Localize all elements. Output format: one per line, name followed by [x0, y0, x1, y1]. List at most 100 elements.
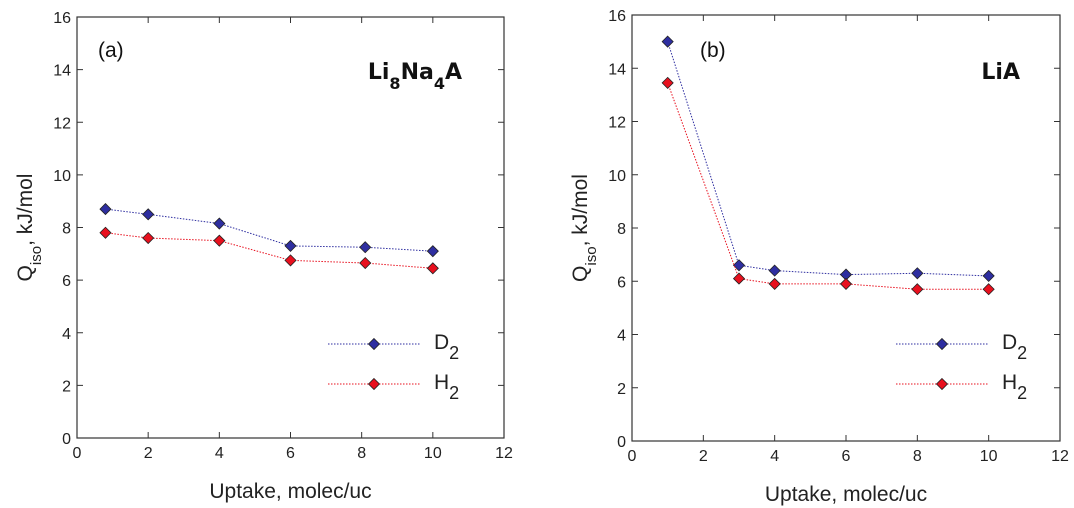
- series-line: [105, 208, 433, 252]
- x-tick-label: 10: [424, 445, 442, 462]
- x-tick-label: 8: [913, 448, 922, 465]
- data-point: [213, 234, 226, 247]
- legend-label: H2: [434, 371, 459, 403]
- data-point: [732, 259, 746, 272]
- y-axis-label: Qiso, kJ/mol: [14, 174, 45, 282]
- chart-title-part: Na: [401, 60, 434, 85]
- y-axis-label-part: , kJ/mol: [14, 174, 37, 246]
- x-tick-label: 6: [842, 448, 851, 465]
- y-tick-label: 14: [53, 63, 71, 80]
- y-axis-label-part: , kJ/mol: [569, 174, 592, 246]
- y-tick-label: 4: [62, 326, 71, 343]
- data-point: [99, 203, 112, 216]
- y-tick-label: 6: [62, 273, 71, 290]
- legend-label: D2: [434, 331, 459, 363]
- data-point: [426, 245, 439, 258]
- legend-label-part: 2: [449, 343, 459, 363]
- panel-label: (b): [700, 39, 726, 62]
- x-tick-label: 4: [770, 448, 779, 465]
- legend-entry-H2: H2: [328, 371, 459, 403]
- data-point: [213, 217, 226, 230]
- chart-title-part: 8: [389, 74, 400, 93]
- data-point: [982, 283, 995, 296]
- x-tick-label: 4: [215, 445, 224, 462]
- data-point: [142, 231, 155, 245]
- y-tick-label: 2: [62, 378, 71, 395]
- y-tick-label: 6: [617, 274, 626, 291]
- data-point: [911, 283, 924, 296]
- x-tick-label: 2: [699, 448, 708, 465]
- data-point: [284, 239, 297, 252]
- legend-label-part: 2: [449, 383, 459, 403]
- legend-label-part: 2: [1017, 343, 1027, 363]
- data-point: [982, 269, 995, 282]
- series-line: [667, 41, 989, 277]
- data-point: [661, 76, 674, 89]
- x-tick-label: 2: [144, 445, 153, 462]
- legend-label-part: D: [434, 331, 449, 354]
- y-tick-label: 2: [617, 381, 626, 398]
- data-point: [732, 272, 746, 285]
- legend-label-part: D: [1002, 331, 1017, 354]
- legend-entry-H2: H2: [896, 371, 1027, 403]
- x-axis-label: Uptake, molec/uc: [765, 483, 927, 506]
- y-tick-label: 0: [62, 431, 71, 448]
- y-tick-label: 4: [617, 328, 626, 345]
- x-tick-label: 8: [357, 445, 366, 462]
- y-axis-label-part: iso: [28, 246, 45, 265]
- data-point: [768, 277, 781, 290]
- y-tick-label: 12: [608, 115, 626, 132]
- legend-marker: [935, 377, 949, 391]
- y-axis-label-group: Qiso, kJ/mol: [569, 174, 600, 282]
- y-axis-label: Qiso, kJ/mol: [569, 174, 600, 282]
- chart-panel-a: 0 2 4 6 8 10 12 0 2 4 6 8 10 12 14 16 Uptake, molec/uc Qi…: [14, 10, 513, 503]
- data-point: [142, 208, 155, 221]
- data-point: [284, 254, 297, 267]
- x-tick-label: 0: [628, 448, 637, 465]
- y-tick-label: 10: [608, 168, 626, 185]
- y-tick-label: 10: [53, 168, 71, 185]
- x-axis-label: Uptake, molec/uc: [209, 480, 371, 503]
- data-point: [768, 264, 781, 277]
- series-D2: [661, 35, 995, 282]
- x-tick-label: 0: [73, 445, 82, 462]
- legend-entry-D2: D2: [896, 331, 1027, 363]
- y-tick-label: 16: [608, 8, 626, 25]
- legend-marker: [367, 377, 381, 391]
- legend-label-part: H: [1002, 371, 1017, 394]
- chart-title-part: 4: [434, 74, 445, 93]
- data-point: [661, 35, 674, 48]
- legend-label-part: 2: [1017, 383, 1027, 403]
- chart-panel-b: 0 2 4 6 8 10 12 0 2 4 6 8 10 12 14 16 Uptake, molec/uc Qi…: [569, 8, 1069, 506]
- data-point: [839, 277, 853, 290]
- y-axis-label-part: iso: [583, 246, 600, 265]
- series-line: [105, 232, 433, 269]
- y-tick-label: 14: [608, 61, 626, 78]
- data-point: [359, 241, 372, 254]
- series-H2: [661, 76, 995, 296]
- x-tick-label: 12: [1051, 448, 1069, 465]
- series-line: [667, 82, 989, 290]
- series-H2: [99, 226, 439, 275]
- legend-entry-D2: D2: [328, 331, 459, 363]
- x-tick-label: 10: [980, 448, 998, 465]
- chart-title: LiA: [981, 60, 1020, 85]
- y-tick-label: 8: [62, 221, 71, 238]
- legend-marker: [367, 337, 381, 351]
- panel-label: (a): [98, 39, 124, 62]
- chart-title-part: A: [445, 60, 462, 85]
- legend-label: D2: [1002, 331, 1027, 363]
- y-tick-label: 0: [617, 434, 626, 451]
- data-point: [911, 267, 924, 280]
- y-tick-label: 12: [53, 115, 71, 132]
- y-axis-label-part: Q: [14, 265, 37, 281]
- data-point: [426, 262, 439, 275]
- legend-label-part: H: [434, 371, 449, 394]
- legend-marker: [935, 337, 949, 351]
- x-tick-label: 12: [495, 445, 513, 462]
- chart-title-part: Li: [368, 60, 390, 85]
- legend-label: H2: [1002, 371, 1027, 403]
- chart-title-part: LiA: [981, 60, 1020, 85]
- y-tick-label: 8: [617, 221, 626, 238]
